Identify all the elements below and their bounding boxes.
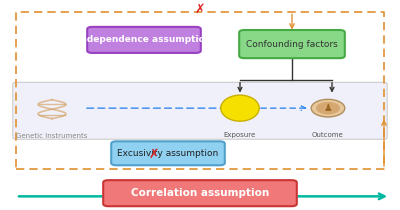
Text: Genetic Instruments: Genetic Instruments [16, 134, 88, 139]
FancyBboxPatch shape [87, 27, 201, 53]
FancyBboxPatch shape [103, 180, 297, 206]
Text: Exposure: Exposure [224, 133, 256, 138]
Text: ✗: ✗ [149, 148, 159, 161]
Text: Correlation assumption: Correlation assumption [131, 188, 269, 198]
Ellipse shape [221, 95, 259, 121]
Text: ✗: ✗ [195, 3, 205, 16]
Text: Confounding factors: Confounding factors [246, 40, 338, 49]
FancyBboxPatch shape [111, 141, 225, 165]
FancyBboxPatch shape [13, 82, 387, 139]
Circle shape [311, 99, 345, 117]
Text: Excusivity assumption: Excusivity assumption [117, 149, 219, 158]
Circle shape [316, 102, 340, 114]
Text: Independence assumption: Independence assumption [77, 35, 211, 44]
Text: ♟: ♟ [324, 103, 332, 113]
Text: Outcome: Outcome [312, 133, 344, 138]
FancyBboxPatch shape [239, 30, 345, 58]
